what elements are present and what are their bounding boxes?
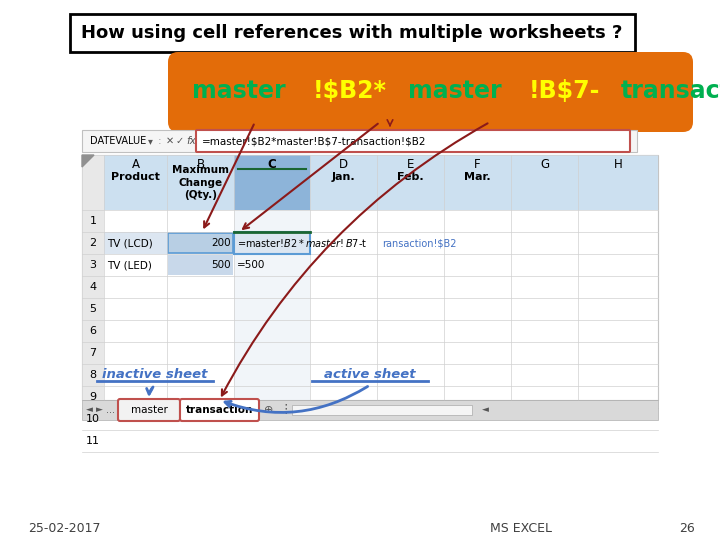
Text: 5: 5 bbox=[89, 304, 96, 314]
Text: F: F bbox=[474, 158, 481, 171]
Text: master: master bbox=[408, 79, 502, 103]
Text: ✓: ✓ bbox=[176, 136, 184, 146]
Text: transaction: transaction bbox=[186, 405, 253, 415]
Text: TV (LED): TV (LED) bbox=[107, 260, 152, 270]
Text: 11: 11 bbox=[86, 436, 100, 446]
FancyBboxPatch shape bbox=[180, 399, 259, 421]
Text: MS EXCEL: MS EXCEL bbox=[490, 522, 552, 535]
Text: H: H bbox=[613, 158, 622, 171]
Text: =master!$B2*master!B$7-transaction!$B2: =master!$B2*master!B$7-transaction!$B2 bbox=[202, 136, 426, 146]
Text: 8: 8 bbox=[89, 370, 96, 380]
Text: Feb.: Feb. bbox=[397, 172, 424, 183]
Text: ◄: ◄ bbox=[482, 406, 489, 415]
Text: master: master bbox=[130, 405, 168, 415]
FancyBboxPatch shape bbox=[168, 52, 693, 132]
Bar bbox=[104, 232, 310, 254]
Text: E: E bbox=[407, 158, 414, 171]
Polygon shape bbox=[295, 122, 340, 150]
Text: 1: 1 bbox=[89, 216, 96, 226]
Text: fx: fx bbox=[186, 136, 196, 146]
Text: Jan.: Jan. bbox=[332, 172, 355, 183]
Text: C: C bbox=[268, 158, 276, 171]
Text: !$B2*: !$B2* bbox=[312, 79, 387, 103]
Text: DATEVALUE: DATEVALUE bbox=[90, 136, 146, 146]
Text: D: D bbox=[339, 158, 348, 171]
Bar bbox=[168, 233, 233, 253]
Text: TV (LCD): TV (LCD) bbox=[107, 238, 153, 248]
Text: 25-02-2017: 25-02-2017 bbox=[28, 522, 101, 535]
Text: 4: 4 bbox=[89, 282, 96, 292]
FancyBboxPatch shape bbox=[196, 130, 630, 152]
Text: Mar.: Mar. bbox=[464, 172, 491, 183]
Text: G: G bbox=[540, 158, 549, 171]
Text: 10: 10 bbox=[86, 414, 100, 424]
Text: How using cell references with multiple worksheets ?: How using cell references with multiple … bbox=[81, 24, 623, 42]
FancyBboxPatch shape bbox=[70, 14, 635, 52]
Text: active sheet: active sheet bbox=[324, 368, 416, 381]
Text: master: master bbox=[192, 79, 286, 103]
Text: 9: 9 bbox=[89, 392, 96, 402]
Text: ⋮: ⋮ bbox=[279, 403, 292, 416]
Text: 200: 200 bbox=[212, 238, 231, 248]
Bar bbox=[234, 232, 310, 254]
Text: transaction: transaction bbox=[621, 79, 720, 103]
Text: inactive sheet: inactive sheet bbox=[102, 368, 208, 381]
Text: ◄: ◄ bbox=[86, 406, 93, 415]
Bar bbox=[234, 210, 310, 400]
Bar bbox=[82, 400, 658, 420]
Text: 26: 26 bbox=[679, 522, 695, 535]
Text: 6: 6 bbox=[89, 326, 96, 336]
Text: ►: ► bbox=[96, 406, 103, 415]
Text: 2: 2 bbox=[89, 238, 96, 248]
Text: Product: Product bbox=[111, 172, 160, 183]
Bar bbox=[168, 255, 233, 275]
Text: A: A bbox=[132, 158, 140, 171]
Bar bbox=[82, 155, 658, 210]
Bar bbox=[82, 130, 637, 152]
Text: ⊕: ⊕ bbox=[264, 405, 274, 415]
FancyBboxPatch shape bbox=[118, 399, 180, 421]
Text: B: B bbox=[197, 158, 204, 171]
Text: :: : bbox=[158, 136, 161, 146]
Text: 7: 7 bbox=[89, 348, 96, 358]
Text: 500: 500 bbox=[212, 260, 231, 270]
Text: Maximum
Change
(Qty.): Maximum Change (Qty.) bbox=[172, 165, 229, 200]
Bar bbox=[82, 155, 104, 400]
Text: 3: 3 bbox=[89, 260, 96, 270]
Text: ...: ... bbox=[106, 405, 115, 415]
Bar bbox=[82, 155, 658, 400]
Polygon shape bbox=[82, 155, 94, 167]
Text: ransaction!$B2: ransaction!$B2 bbox=[382, 238, 456, 248]
Text: ▾: ▾ bbox=[148, 136, 153, 146]
Bar bbox=[234, 155, 310, 210]
Text: =500: =500 bbox=[237, 260, 266, 270]
Text: ✕: ✕ bbox=[166, 136, 174, 146]
Text: =master!$B2*master!B$7-t: =master!$B2*master!B$7-t bbox=[237, 237, 367, 249]
Text: !B$7-: !B$7- bbox=[529, 79, 600, 103]
Bar bbox=[292, 405, 472, 415]
